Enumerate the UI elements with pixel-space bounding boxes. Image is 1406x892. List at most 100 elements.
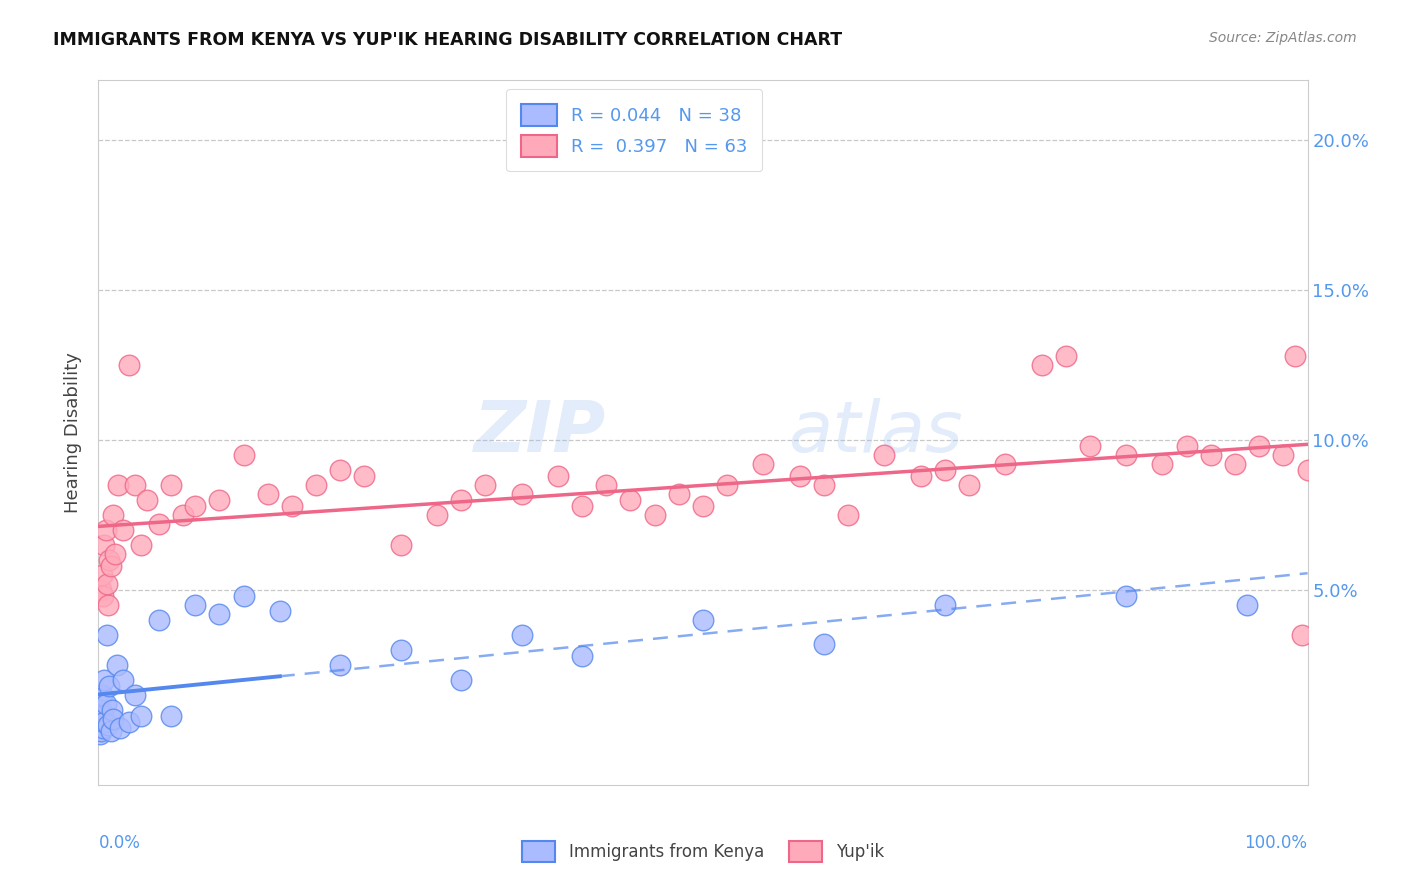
Point: [1249, 439, 1271, 453]
Point: [571, 648, 593, 663]
Point: [111, 523, 134, 537]
Point: [692, 613, 714, 627]
Point: [281, 499, 304, 513]
Point: [91, 709, 114, 723]
Point: [90, 582, 112, 597]
Text: IMMIGRANTS FROM KENYA VS YUP'IK HEARING DISABILITY CORRELATION CHART: IMMIGRANTS FROM KENYA VS YUP'IK HEARING …: [53, 31, 842, 49]
Point: [510, 628, 533, 642]
Point: [910, 469, 932, 483]
Point: [96, 577, 118, 591]
Point: [93, 673, 115, 687]
Point: [256, 487, 278, 501]
Point: [96, 628, 118, 642]
Point: [1115, 589, 1137, 603]
Point: [97, 598, 120, 612]
Point: [135, 493, 157, 508]
Text: atlas: atlas: [787, 398, 962, 467]
Point: [934, 463, 956, 477]
Point: [208, 493, 231, 508]
Point: [813, 478, 835, 492]
Point: [619, 493, 641, 508]
Point: [692, 499, 714, 513]
Point: [124, 688, 146, 702]
Point: [269, 604, 291, 618]
Point: [353, 469, 375, 483]
Point: [118, 358, 141, 372]
Point: [450, 673, 472, 687]
Point: [148, 613, 170, 627]
Point: [450, 493, 472, 508]
Point: [389, 538, 412, 552]
Point: [90, 703, 112, 717]
Point: [108, 721, 131, 735]
Point: [93, 714, 115, 729]
Text: ZIP: ZIP: [474, 398, 606, 467]
Point: [148, 517, 170, 532]
Point: [595, 478, 617, 492]
Point: [1272, 448, 1295, 462]
Point: [184, 499, 207, 513]
Point: [1031, 358, 1053, 372]
Point: [1291, 628, 1313, 642]
Point: [184, 598, 207, 612]
Point: [1199, 448, 1222, 462]
Point: [100, 559, 122, 574]
Point: [89, 718, 111, 732]
Point: [644, 508, 666, 522]
Point: [716, 478, 738, 492]
Point: [160, 709, 183, 723]
Point: [934, 598, 956, 612]
Point: [232, 589, 254, 603]
Point: [1284, 349, 1306, 363]
Point: [1236, 598, 1258, 612]
Point: [389, 643, 412, 657]
Y-axis label: Hearing Disability: Hearing Disability: [65, 352, 83, 513]
Point: [94, 523, 117, 537]
Point: [957, 478, 980, 492]
Point: [90, 723, 112, 738]
Point: [305, 478, 328, 492]
Point: [329, 658, 352, 673]
Point: [474, 478, 496, 492]
Point: [91, 589, 114, 603]
Point: [97, 718, 120, 732]
Point: [100, 723, 122, 738]
Point: [111, 673, 134, 687]
Point: [160, 478, 183, 492]
Point: [94, 697, 117, 711]
Point: [837, 508, 859, 522]
Point: [91, 688, 114, 702]
Point: [208, 607, 231, 621]
Point: [93, 538, 115, 552]
Point: [101, 508, 124, 522]
Point: [1054, 349, 1077, 363]
Point: [129, 538, 152, 552]
Point: [1223, 457, 1246, 471]
Point: [107, 478, 129, 492]
Point: [98, 553, 121, 567]
Point: [1115, 448, 1137, 462]
Point: [172, 508, 194, 522]
Text: 100.0%: 100.0%: [1244, 834, 1308, 852]
Point: [789, 469, 811, 483]
Point: [232, 448, 254, 462]
Point: [124, 478, 146, 492]
Point: [873, 448, 896, 462]
Point: [329, 463, 352, 477]
Legend: Immigrants from Kenya, Yup'ik: Immigrants from Kenya, Yup'ik: [516, 835, 890, 868]
Point: [1078, 439, 1101, 453]
Point: [104, 547, 127, 561]
Point: [1175, 439, 1198, 453]
Point: [91, 721, 114, 735]
Point: [752, 457, 775, 471]
Point: [571, 499, 593, 513]
Point: [510, 487, 533, 501]
Point: [1296, 463, 1319, 477]
Point: [105, 658, 128, 673]
Point: [118, 714, 141, 729]
Point: [91, 568, 114, 582]
Point: [426, 508, 449, 522]
Point: [129, 709, 152, 723]
Point: [994, 457, 1017, 471]
Text: Source: ZipAtlas.com: Source: ZipAtlas.com: [1209, 31, 1357, 45]
